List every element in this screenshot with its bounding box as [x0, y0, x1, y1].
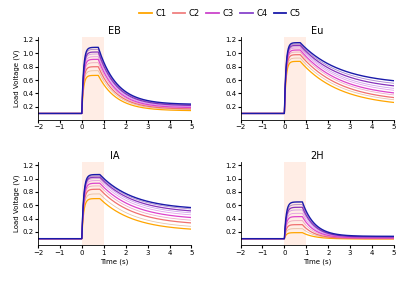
- Bar: [82, 37, 104, 120]
- Bar: [82, 162, 104, 245]
- Title: IA: IA: [110, 151, 120, 161]
- Y-axis label: Load Voltage (V): Load Voltage (V): [13, 175, 20, 232]
- Bar: [284, 37, 306, 120]
- Legend: C1, C2, C3, C4, C5: C1, C2, C3, C4, C5: [136, 6, 304, 21]
- Bar: [284, 162, 306, 245]
- Title: Eu: Eu: [311, 26, 324, 36]
- X-axis label: Time (s): Time (s): [303, 258, 332, 265]
- Y-axis label: Load Voltage (V): Load Voltage (V): [13, 50, 20, 107]
- Title: EB: EB: [108, 26, 121, 36]
- X-axis label: Time (s): Time (s): [100, 258, 129, 265]
- Title: 2H: 2H: [310, 151, 324, 161]
